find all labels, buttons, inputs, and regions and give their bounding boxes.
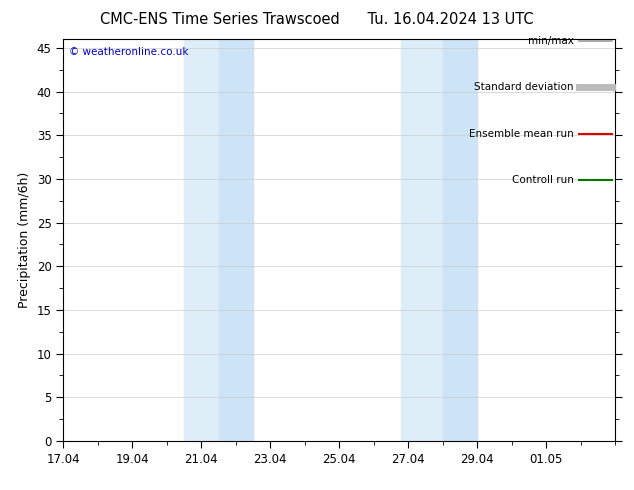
Bar <box>219 39 253 441</box>
Bar <box>184 39 219 441</box>
Bar <box>401 39 443 441</box>
Text: min/max: min/max <box>527 36 574 46</box>
Text: Standard deviation: Standard deviation <box>474 82 574 93</box>
Text: © weatheronline.co.uk: © weatheronline.co.uk <box>69 47 188 57</box>
Text: CMC-ENS Time Series Trawscoed      Tu. 16.04.2024 13 UTC: CMC-ENS Time Series Trawscoed Tu. 16.04.… <box>100 12 534 27</box>
Text: Ensemble mean run: Ensemble mean run <box>469 128 574 139</box>
Text: Controll run: Controll run <box>512 175 574 185</box>
Y-axis label: Precipitation (mm/6h): Precipitation (mm/6h) <box>18 172 31 308</box>
Bar <box>443 39 477 441</box>
